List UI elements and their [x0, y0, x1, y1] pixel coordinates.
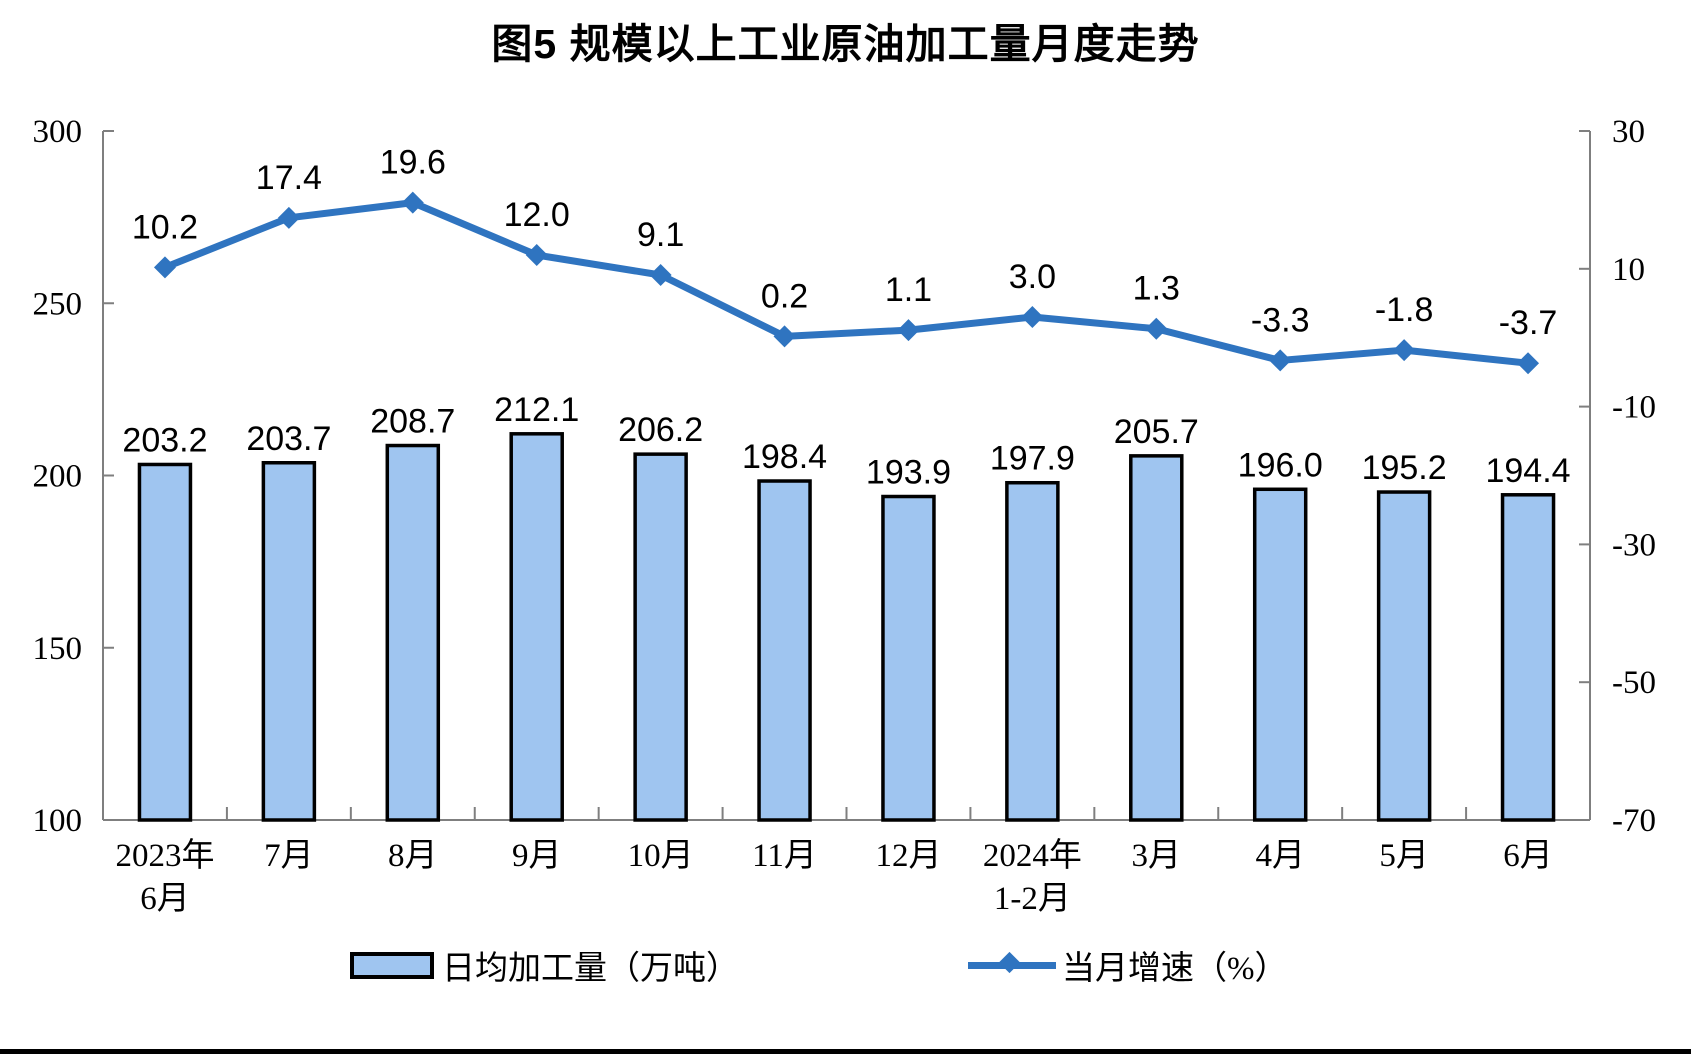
line-marker-diamond-icon [773, 325, 796, 348]
line-marker-diamond-icon [897, 319, 920, 342]
right-axis-tick-label: 10 [1612, 252, 1645, 288]
bar-value-labels-group: 203.2 203.7 208.7 212.1 206.2 198.4 193.9 197.9… [122, 391, 1570, 492]
bar-value-label: 194.4 [1485, 452, 1570, 490]
bar-value-label: 212.1 [494, 391, 579, 429]
right-axis-tick-label: -50 [1612, 665, 1656, 701]
bar [1376, 490, 1432, 822]
bar [261, 461, 317, 822]
legend-label-line-series: 当月增速（%） [1062, 951, 1288, 987]
bar-value-label: 198.4 [742, 438, 827, 476]
bar-value-label: 203.2 [122, 421, 207, 459]
x-axis-category-label: 4月 [1255, 838, 1305, 874]
line-marker-diamond-icon [1393, 339, 1416, 362]
line-marker-diamond-icon [1145, 317, 1168, 340]
line-value-label: 17.4 [256, 159, 322, 197]
x-axis-category-label: 6月 [140, 881, 190, 917]
line-marker-diamond-icon [401, 191, 424, 214]
line-marker-diamond-icon [277, 206, 300, 229]
x-axis-category-label: 8月 [388, 838, 438, 874]
line-marker-diamond-icon [649, 264, 672, 287]
line-marker-diamond-icon [1021, 306, 1044, 329]
line-marker-diamond-icon [1269, 349, 1292, 372]
line-value-label: 0.2 [761, 277, 808, 315]
bar-value-label: 197.9 [990, 440, 1075, 478]
x-axis-category-label: 1-2月 [994, 881, 1071, 917]
line-value-label: 12.0 [504, 196, 570, 234]
left-axis-tick-label: 300 [33, 114, 83, 150]
x-axis-ticks [225, 807, 1468, 820]
line-value-label: -1.8 [1375, 291, 1434, 329]
bar-value-label: 205.7 [1114, 413, 1199, 451]
line-series-marker-icon [968, 951, 1056, 976]
right-axis-tick-label: -30 [1612, 527, 1656, 563]
right-axis-tick-label: -70 [1612, 803, 1656, 839]
left-axis-tick-label: 100 [33, 803, 83, 839]
x-axis-category-label: 5月 [1379, 838, 1429, 874]
left-axis-tick-label: 250 [33, 286, 83, 322]
left-axis-ticks: 100 150 200 250 300 [33, 114, 114, 839]
bar [1500, 493, 1556, 822]
bar-series-group [137, 432, 1556, 822]
chart-legend: 日均加工量（万吨） 当月增速（%） [0, 940, 1691, 1000]
x-axis-labels: 2023年 6月 7月 8月 9月 10月 11月 12月 2024年 1-2月 3月 4月 5月 6月 [115, 837, 1552, 917]
x-axis-category-label: 11月 [752, 838, 817, 874]
x-axis-category-label: 7月 [264, 838, 314, 874]
bar-value-label: 203.7 [246, 420, 331, 458]
bar [633, 452, 688, 822]
line-value-label: -3.3 [1251, 301, 1310, 339]
x-axis-category-label: 12月 [875, 838, 941, 874]
bar [385, 443, 441, 822]
x-axis-category-label: 6月 [1503, 838, 1553, 874]
bar [881, 494, 936, 822]
line-marker-diamond-icon [153, 256, 176, 279]
bar [1005, 480, 1060, 822]
legend-item-bar-series: 日均加工量（万吨） [350, 940, 739, 990]
x-axis-category-label: 10月 [628, 838, 694, 874]
line-value-label: 1.3 [1133, 270, 1180, 308]
left-axis-tick-label: 150 [33, 631, 83, 667]
chart-title: 图5 规模以上工业原油加工量月度走势 [491, 21, 1200, 67]
bar-value-label: 196.0 [1238, 446, 1323, 484]
bar [1129, 454, 1184, 822]
bar [1252, 487, 1308, 822]
legend-label-bar-series: 日均加工量（万吨） [442, 951, 739, 987]
bar-value-label: 208.7 [370, 403, 455, 441]
line-series-path [161, 199, 1532, 367]
line-marker-diamond-icon [525, 244, 548, 267]
line-value-label: 9.1 [637, 216, 684, 254]
bar-value-label: 206.2 [618, 411, 703, 449]
bar [509, 432, 564, 822]
bar [137, 462, 193, 822]
bar [757, 479, 812, 822]
x-axis-category-label: 2024年 [983, 837, 1082, 874]
x-axis-category-label: 9月 [512, 838, 562, 874]
line-series-group: 10.2 17.4 19.6 12.0 9.1 0.2 1.1 3.0 1.3 -3.3 -1.8 -… [132, 144, 1557, 375]
bar-value-label: 193.9 [866, 454, 951, 492]
line-value-label: -3.7 [1499, 304, 1558, 342]
line-value-label: 10.2 [132, 208, 198, 246]
line-value-label: 3.0 [1009, 258, 1056, 296]
x-axis-category-label: 3月 [1132, 838, 1182, 874]
x-axis-category-label: 2023年 [115, 837, 214, 874]
bar-value-label: 195.2 [1362, 449, 1447, 487]
figure-bottom-border [0, 1049, 1691, 1054]
right-axis-ticks: -70 -50 -30 -10 10 30 [1579, 114, 1656, 839]
line-value-label: 1.1 [885, 271, 932, 309]
line-value-label: 19.6 [380, 144, 446, 182]
left-axis-tick-label: 200 [33, 459, 83, 495]
legend-item-line-series: 当月增速（%） [968, 940, 1288, 990]
bar-series-swatch-icon [350, 951, 434, 979]
right-axis-tick-label: 30 [1612, 114, 1645, 150]
right-axis-tick-label: -10 [1612, 390, 1656, 426]
line-marker-diamond-icon [1517, 352, 1540, 375]
